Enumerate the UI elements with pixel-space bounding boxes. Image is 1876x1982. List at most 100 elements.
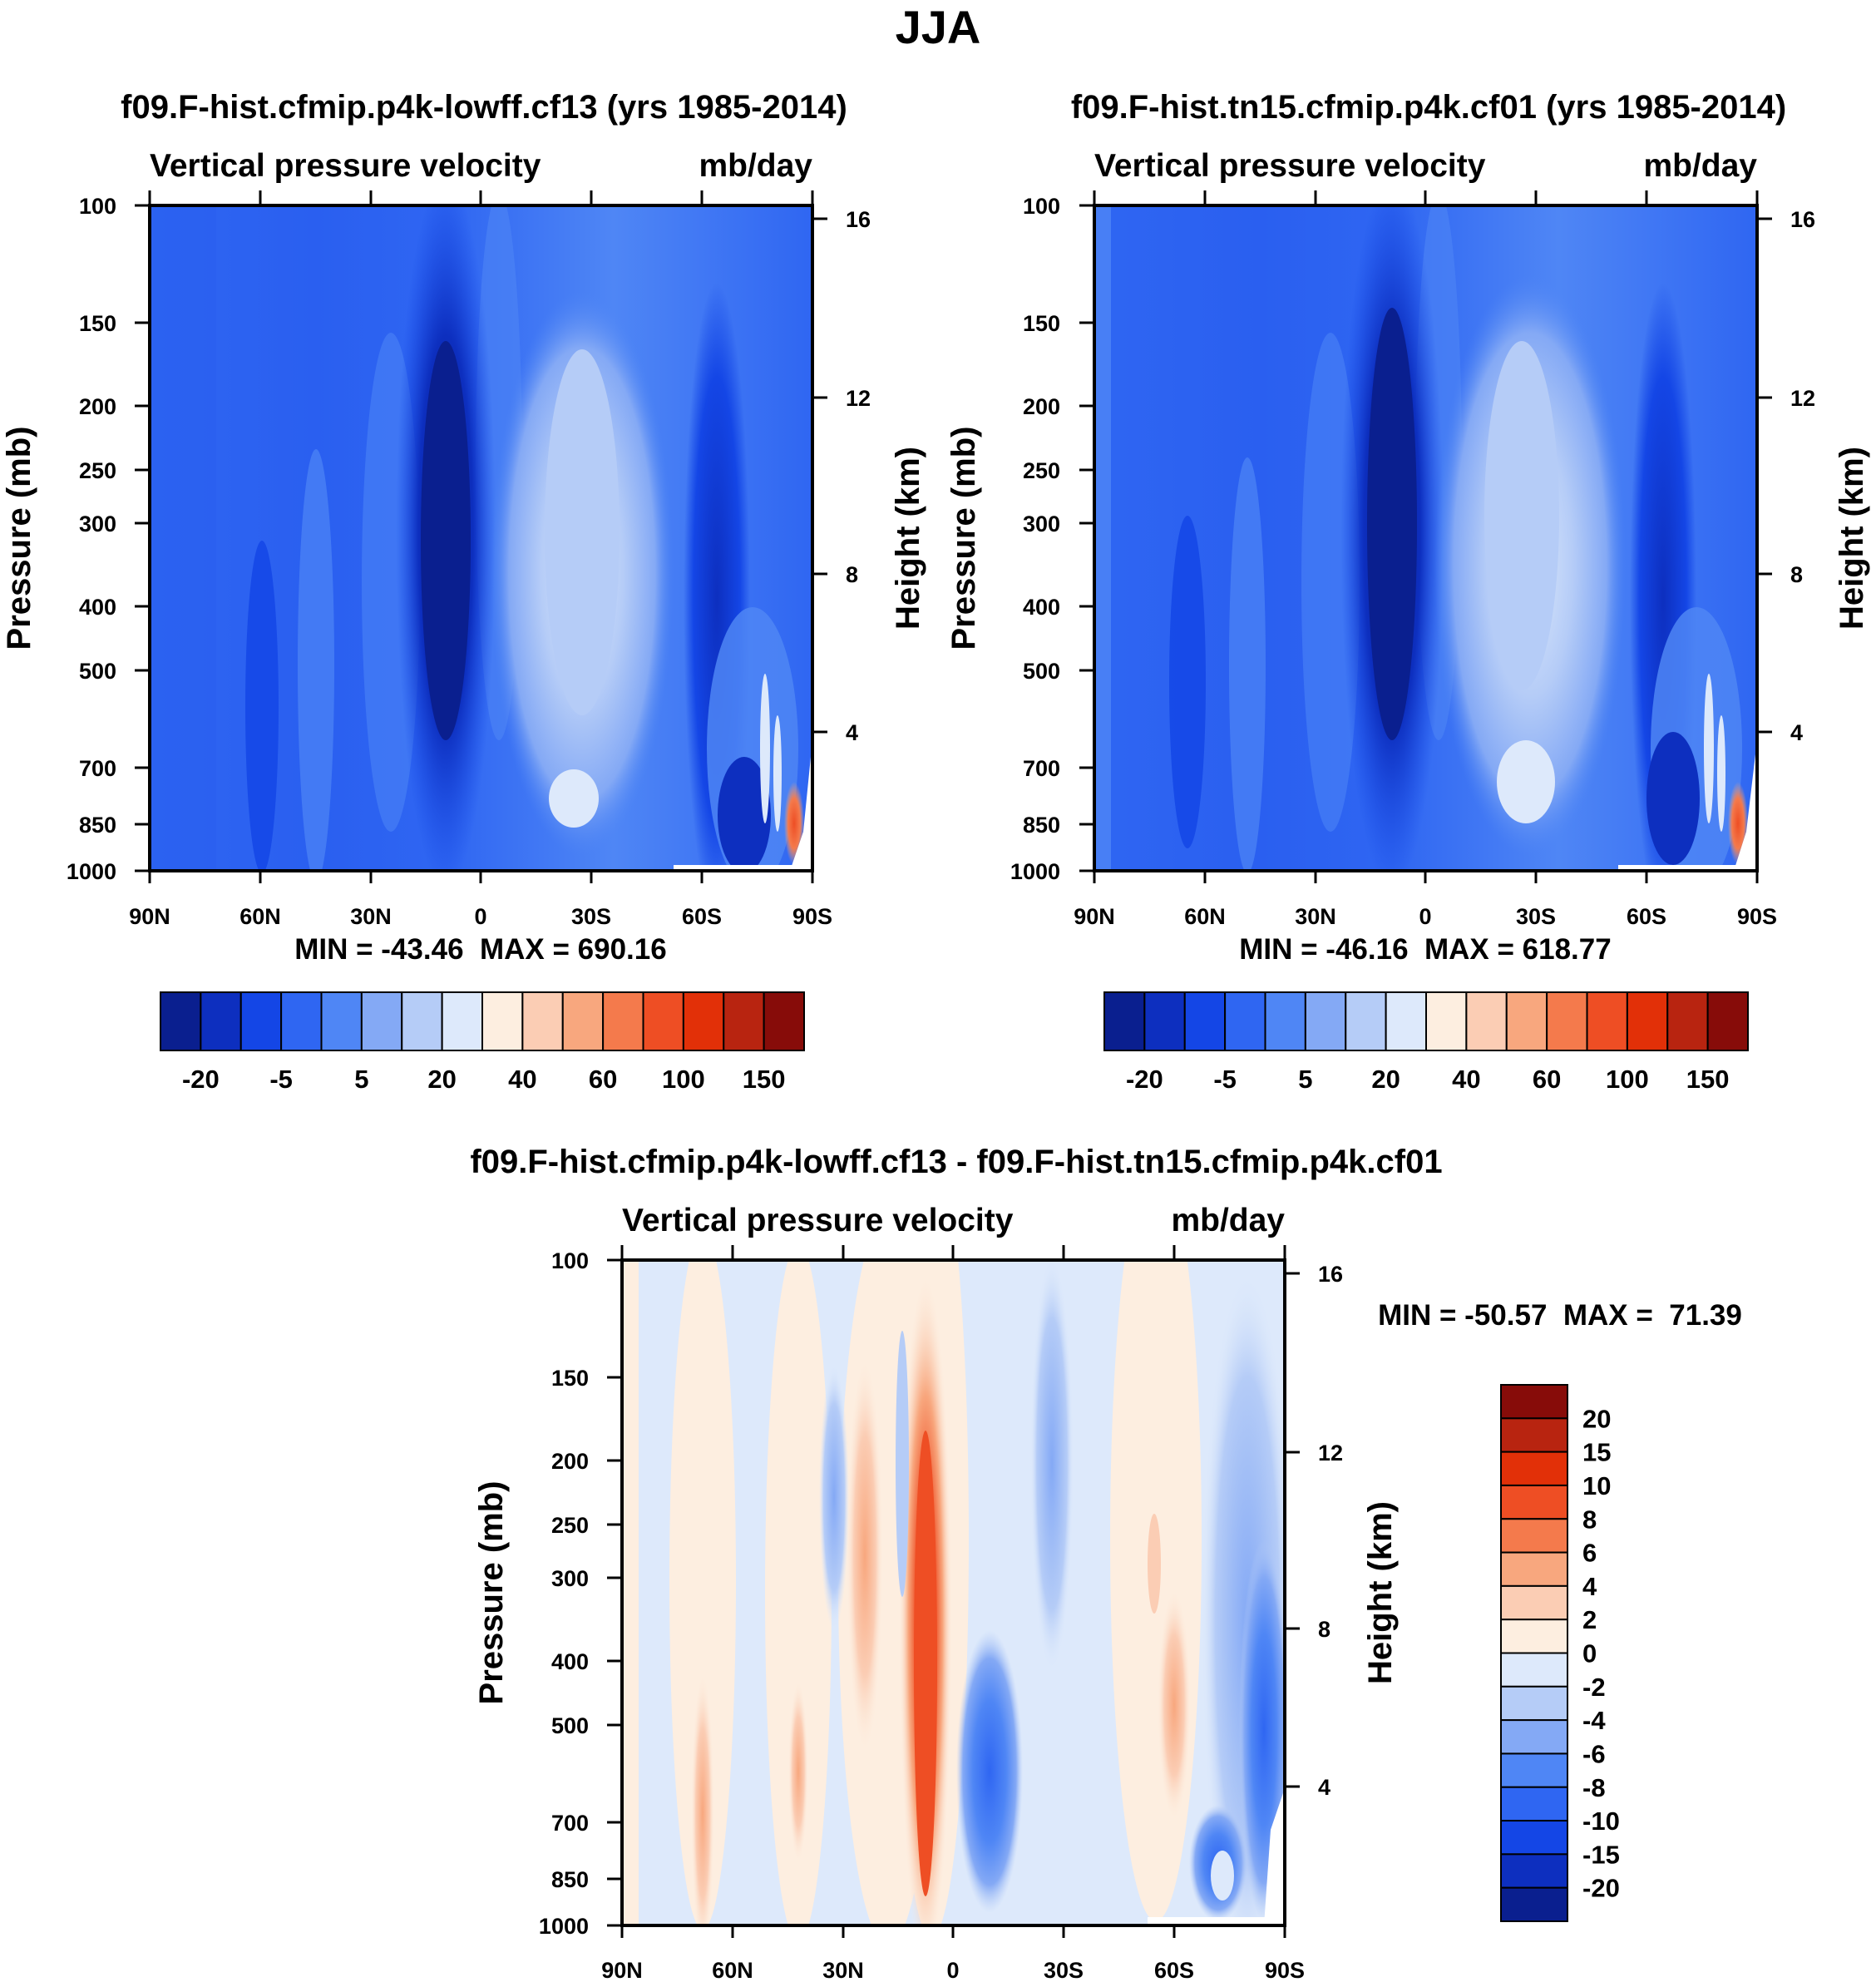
colorbar-box: [1706, 991, 1749, 1051]
colorbar-box: [1143, 991, 1186, 1051]
colorbar-label: -6: [1582, 1739, 1606, 1768]
units-label: mb/day: [699, 148, 812, 184]
colorbar-label: -2: [1582, 1673, 1606, 1702]
variable-label: Vertical pressure velocity: [622, 1203, 1014, 1238]
svg-text:400: 400: [79, 595, 116, 620]
colorbar-box: [521, 991, 564, 1051]
svg-text:850: 850: [1023, 813, 1060, 838]
svg-text:300: 300: [79, 512, 116, 536]
colorbar-label: -5: [269, 1065, 293, 1094]
svg-text:850: 850: [551, 1867, 589, 1892]
colorbar-box: [441, 991, 483, 1051]
svg-text:150: 150: [1023, 311, 1060, 336]
min-max-stats: MIN = -43.46 MAX = 690.16: [294, 933, 666, 966]
colorbar-label: 40: [508, 1065, 536, 1094]
svg-text:100: 100: [1023, 194, 1060, 219]
colorbar-labels: -20 -5 5 20 40 60 100 150: [182, 1065, 786, 1094]
colorbar-label: 5: [354, 1065, 368, 1094]
colorbar-box: [160, 991, 202, 1051]
svg-text:100: 100: [551, 1248, 589, 1273]
colorbar-label: 20: [427, 1065, 456, 1094]
svg-text:1000: 1000: [1010, 859, 1060, 884]
svg-text:12: 12: [1318, 1441, 1343, 1465]
colorbar-box: [280, 991, 323, 1051]
colorbar-box: [1103, 991, 1146, 1051]
colorbar-box: [1500, 1417, 1568, 1453]
svg-text:12: 12: [1790, 386, 1815, 411]
svg-text:60N: 60N: [1184, 904, 1226, 929]
svg-text:200: 200: [79, 394, 116, 419]
colorbar-box: [723, 991, 765, 1051]
svg-text:250: 250: [551, 1513, 589, 1538]
colorbar-box: [1546, 991, 1588, 1051]
x-tick-labels: 90N 60N 30N 0 30S 60S 90S: [129, 904, 832, 929]
colorbar-label: -20: [182, 1065, 220, 1094]
svg-text:4: 4: [1790, 720, 1803, 745]
svg-text:500: 500: [79, 659, 116, 684]
svg-text:60S: 60S: [682, 904, 722, 929]
y-axis-title: Pressure (mb): [945, 427, 982, 650]
colorbar-box: [763, 991, 805, 1051]
svg-text:0: 0: [474, 904, 486, 929]
y-axis-title: Pressure (mb): [473, 1481, 510, 1705]
colorbar-box: [1505, 991, 1548, 1051]
colorbar-box: [1500, 1786, 1568, 1822]
svg-text:250: 250: [79, 458, 116, 483]
svg-text:30N: 30N: [1295, 904, 1336, 929]
svg-text:4: 4: [846, 720, 858, 745]
svg-text:30S: 30S: [1044, 1958, 1084, 1982]
variable-label: Vertical pressure velocity: [150, 148, 541, 184]
figure-title: JJA: [896, 1, 981, 53]
colorbar-box: [1586, 991, 1628, 1051]
min-max-stats: MIN = -46.16 MAX = 618.77: [1239, 933, 1611, 966]
colorbar-box: [1500, 1820, 1568, 1856]
min-max-stats: MIN = -50.57 MAX = 71.39: [1378, 1299, 1742, 1332]
panel-title: f09.F-hist.cfmip.p4k-lowff.cf13 - f09.F-…: [470, 1144, 1442, 1180]
svg-text:16: 16: [846, 207, 871, 232]
colorbar-box: [1385, 991, 1427, 1051]
y-right-axis-title: Height (km): [1362, 1501, 1399, 1684]
colorbar-box: [1500, 1853, 1568, 1889]
y-right-tick-labels: 16 12 8 4: [846, 207, 871, 745]
colorbar-box: [1500, 1584, 1568, 1621]
svg-text:300: 300: [1023, 512, 1060, 536]
panel-case: f09.F-hist.cfmip.p4k-lowff.cf13 (yrs 198…: [1, 89, 926, 1094]
svg-text:150: 150: [551, 1366, 589, 1391]
colorbar: [1103, 991, 1749, 1051]
colorbar-label: 2: [1582, 1605, 1597, 1634]
svg-text:30N: 30N: [822, 1958, 864, 1982]
contour-field: [622, 1260, 1285, 1925]
colorbar-box: [682, 991, 725, 1051]
axis-ticks: [607, 1245, 1300, 1938]
svg-text:150: 150: [79, 311, 116, 336]
colorbar-box: [1500, 1484, 1568, 1520]
colorbar-label: -4: [1582, 1706, 1606, 1735]
colorbar-box: [561, 991, 605, 1051]
svg-text:60S: 60S: [1154, 1958, 1194, 1982]
svg-text:100: 100: [79, 194, 116, 219]
colorbar-box: [1500, 1384, 1568, 1420]
colorbar-box: [239, 991, 283, 1051]
svg-text:200: 200: [551, 1449, 589, 1474]
svg-text:300: 300: [551, 1566, 589, 1591]
colorbar-label: 5: [1298, 1065, 1312, 1094]
colorbar-box: [1345, 991, 1387, 1051]
colorbar-label: 0: [1582, 1639, 1597, 1668]
svg-text:1000: 1000: [67, 859, 116, 884]
colorbar-box: [1500, 1652, 1568, 1688]
svg-text:90N: 90N: [129, 904, 170, 929]
y-tick-labels: 100 150 200 250 300 400 500 700 850 1000: [1010, 194, 1060, 884]
colorbar: [160, 991, 805, 1051]
colorbar-box: [1500, 1719, 1568, 1755]
colorbar-box: [1304, 991, 1347, 1051]
colorbar-label: 15: [1582, 1438, 1611, 1467]
colorbar-box: [1500, 1685, 1568, 1722]
variable-label: Vertical pressure velocity: [1094, 148, 1486, 184]
svg-text:90S: 90S: [1737, 904, 1777, 929]
colorbar-label: 150: [1686, 1065, 1730, 1094]
svg-text:90S: 90S: [792, 904, 832, 929]
svg-text:8: 8: [846, 562, 858, 587]
svg-text:90N: 90N: [1074, 904, 1115, 929]
svg-text:30N: 30N: [350, 904, 392, 929]
